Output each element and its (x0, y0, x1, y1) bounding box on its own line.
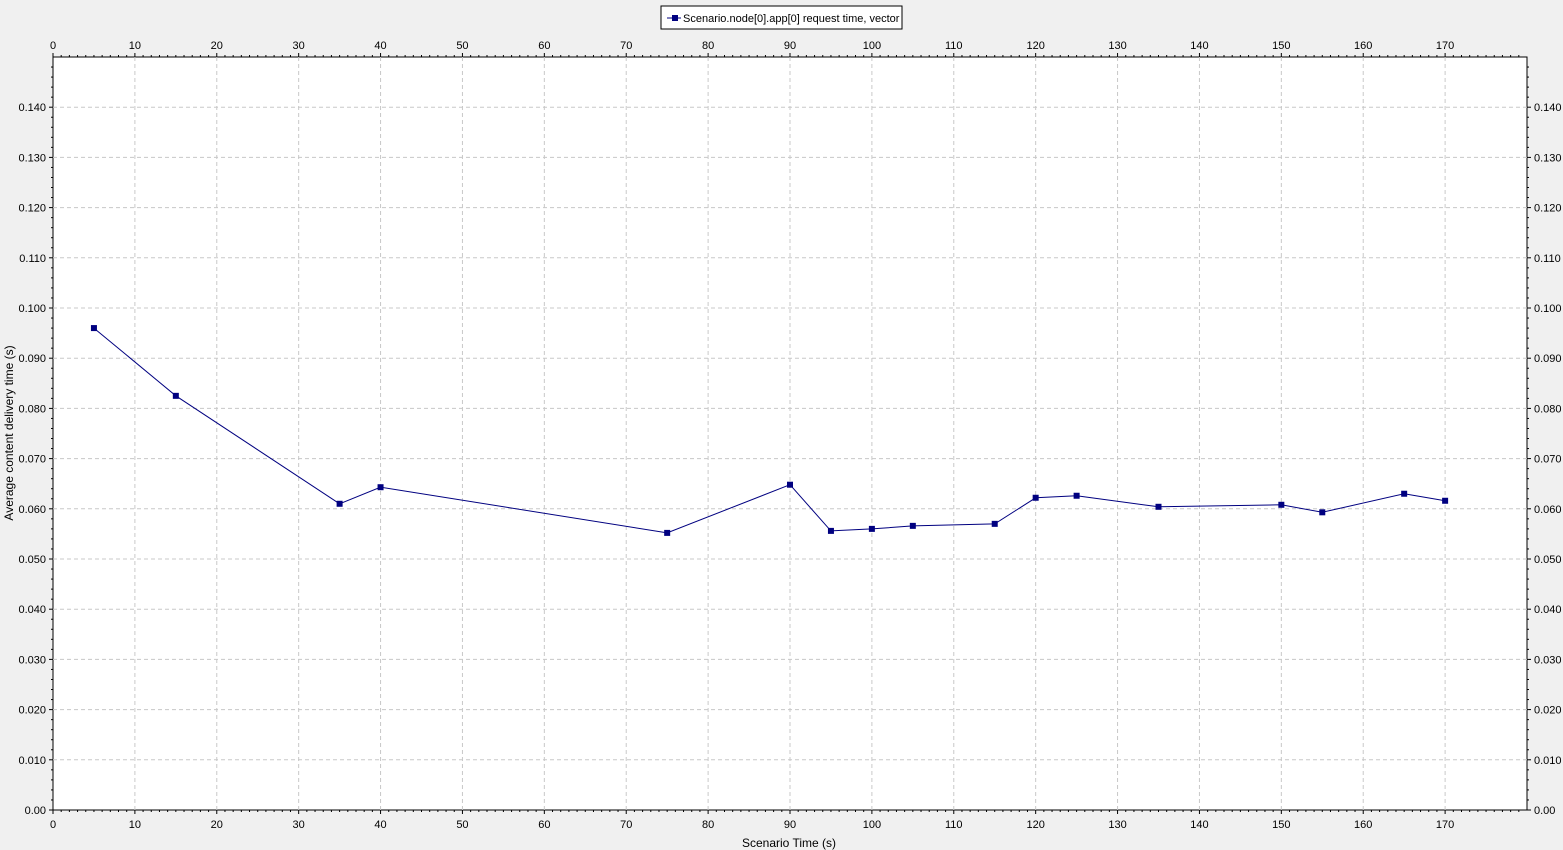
x-tick-label-bottom: 100 (863, 819, 881, 831)
x-tick-label-bottom: 130 (1108, 819, 1126, 831)
y-tick-label-left: 0.060 (18, 504, 46, 516)
x-tick-label-bottom: 80 (702, 819, 714, 831)
x-tick-label-bottom: 170 (1436, 819, 1454, 831)
x-tick-label-top: 90 (784, 40, 796, 52)
x-tick-label-top: 70 (620, 40, 632, 52)
x-tick-label-top: 150 (1272, 40, 1290, 52)
x-tick-label-top: 80 (702, 40, 714, 52)
x-tick-label-bottom: 50 (456, 819, 468, 831)
y-tick-label-right: 0.070 (1534, 454, 1562, 466)
data-point (1155, 503, 1162, 510)
x-tick-label-top: 50 (456, 40, 468, 52)
x-tick-label-top: 100 (863, 40, 881, 52)
legend-marker-swatch (672, 15, 678, 21)
x-tick-label-bottom: 30 (293, 819, 305, 831)
y-tick-label-right: 0.090 (1534, 353, 1562, 365)
y-tick-label-right: 0.010 (1534, 755, 1562, 767)
x-tick-label-top: 10 (129, 40, 141, 52)
data-point (1401, 490, 1408, 497)
data-point (1073, 492, 1080, 499)
axes: 0 0 10 10 20 20 30 30 40 40 50 50 60 60 70 70 80 80 90 90 10… (18, 40, 1561, 831)
y-tick-label-left: 0.080 (18, 403, 46, 415)
data-point (1278, 501, 1285, 508)
grid (53, 57, 1527, 810)
y-tick-label-left: 0.020 (18, 705, 46, 717)
y-tick-label-right: 0.050 (1534, 554, 1562, 566)
data-point (90, 325, 97, 332)
y-tick-label-left: 0.050 (18, 554, 46, 566)
plot-area (52, 56, 1528, 811)
x-tick-label-bottom: 150 (1272, 819, 1290, 831)
x-tick-label-bottom: 10 (129, 819, 141, 831)
data-point (664, 529, 671, 536)
x-tick-label-bottom: 90 (784, 819, 796, 831)
y-tick-label-right: 0.110 (1534, 253, 1561, 265)
x-axis-title: Scenario Time (s) (742, 836, 836, 850)
x-tick-label-top: 140 (1190, 40, 1208, 52)
x-tick-label-bottom: 0 (50, 819, 56, 831)
y-tick-label-right: 0.00 (1534, 805, 1555, 817)
y-tick-label-left: 0.010 (18, 755, 46, 767)
x-tick-label-bottom: 120 (1026, 819, 1044, 831)
y-tick-label-right: 0.040 (1534, 604, 1562, 616)
y-tick-label-left: 0.090 (18, 353, 46, 365)
data-point (1032, 494, 1039, 501)
x-tick-label-bottom: 70 (620, 819, 632, 831)
data-point (377, 484, 384, 491)
x-tick-label-top: 20 (211, 40, 223, 52)
series-layer (90, 325, 1449, 536)
x-tick-label-bottom: 20 (211, 819, 223, 831)
data-point (1319, 509, 1326, 516)
data-point (909, 522, 916, 529)
data-point (172, 392, 179, 399)
y-tick-label-right: 0.030 (1534, 654, 1562, 666)
y-tick-label-left: 0.100 (18, 303, 46, 315)
x-tick-label-top: 130 (1108, 40, 1126, 52)
x-tick-label-top: 60 (538, 40, 550, 52)
y-tick-label-left: 0.00 (25, 805, 46, 817)
legend-label: Scenario.node[0].app[0] request time, ve… (683, 13, 900, 25)
x-tick-label-top: 30 (293, 40, 305, 52)
data-point (1442, 497, 1449, 504)
y-axis-title: Average content delivery time (s) (2, 345, 16, 520)
y-tick-label-left: 0.140 (18, 102, 46, 114)
data-point (827, 527, 834, 534)
y-tick-label-right: 0.080 (1534, 403, 1562, 415)
x-tick-label-bottom: 40 (374, 819, 386, 831)
data-point (868, 525, 875, 532)
x-tick-label-top: 160 (1354, 40, 1372, 52)
x-tick-label-bottom: 110 (945, 819, 963, 831)
y-tick-label-right: 0.140 (1534, 102, 1562, 114)
y-tick-label-left: 0.110 (19, 253, 46, 265)
x-tick-label-top: 170 (1436, 40, 1454, 52)
x-tick-label-top: 40 (374, 40, 386, 52)
y-tick-label-right: 0.130 (1534, 152, 1562, 164)
legend: Scenario.node[0].app[0] request time, ve… (660, 5, 903, 30)
x-tick-label-top: 0 (50, 40, 56, 52)
y-tick-label-left: 0.030 (18, 654, 46, 666)
x-tick-label-bottom: 160 (1354, 819, 1372, 831)
y-tick-label-left: 0.070 (18, 454, 46, 466)
data-point (787, 481, 793, 488)
y-tick-label-right: 0.020 (1534, 705, 1562, 717)
x-tick-label-bottom: 60 (538, 819, 550, 831)
x-tick-label-bottom: 140 (1190, 819, 1208, 831)
y-tick-label-right: 0.100 (1534, 303, 1562, 315)
data-point (991, 520, 998, 527)
y-tick-label-right: 0.120 (1534, 203, 1562, 215)
data-point (336, 500, 343, 507)
y-tick-label-left: 0.120 (18, 203, 46, 215)
y-tick-label-left: 0.130 (18, 152, 46, 164)
y-tick-label-left: 0.040 (18, 604, 46, 616)
y-tick-label-right: 0.060 (1534, 504, 1562, 516)
legend-box (660, 5, 903, 30)
x-tick-label-top: 120 (1026, 40, 1044, 52)
x-tick-label-top: 110 (945, 40, 963, 52)
